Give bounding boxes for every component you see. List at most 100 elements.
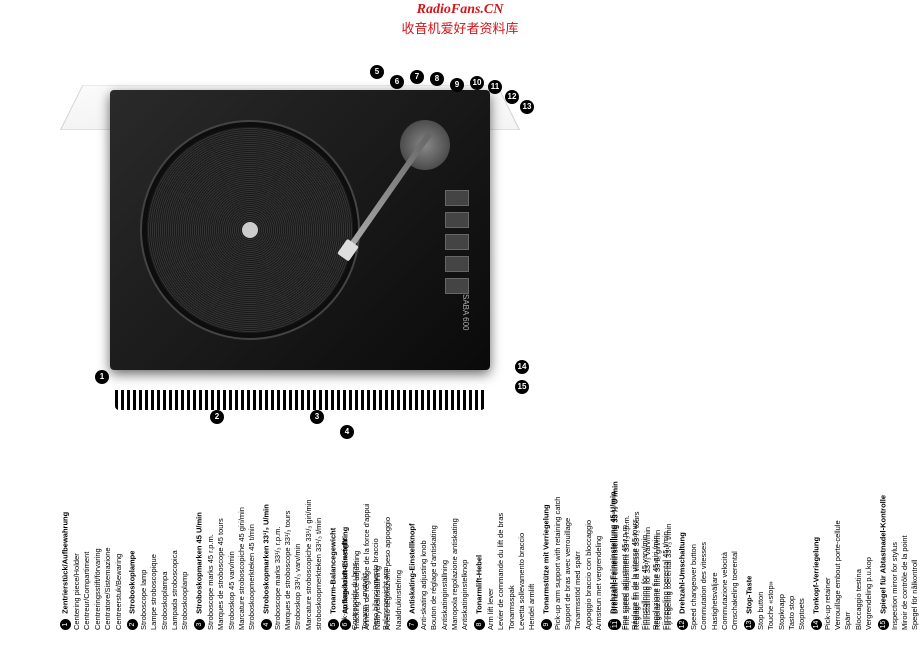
legend-translation: Stoptoets [797,430,806,630]
legend-col-3: 11 Drehzahl-Feineinstellung 33¹/₃ U /min… [610,430,920,630]
control-btn [445,212,469,228]
legend-translation: Stop button [756,430,765,630]
callout-5: 5 [370,65,384,79]
legend-num: 14 [811,619,822,630]
legend-translation: Hastighetsväljare [710,430,719,630]
control-panel [445,190,475,340]
legend-translation: Stroboskop 45 varv/min [227,430,236,630]
legend-num: 2 [127,619,138,630]
legend-num: 11 [610,619,621,630]
legend-translation: Stopknapp [777,430,786,630]
legend-translation: Lampada stroboscopica [170,430,179,630]
legend-translation: Centratore/Sistemazione [103,430,112,630]
legend-translation: Vergrendeling p.u.kop [864,430,873,630]
legend: 1 Zentrierstück/AufbewahrungCentering pi… [50,430,870,640]
legend-entry-1: 1 Zentrierstück/AufbewahrungCentering pi… [60,430,123,630]
legend-translation: Stroboscope marks 45 r.p.m. [206,430,215,630]
turntable-body: SABA 600 [110,90,490,370]
callout-11: 11 [488,80,502,94]
legend-title: Zentrierstück/Aufbewahrung [60,512,69,614]
legend-entry-14: 14 Tonkopf-VerriegelungPick-up retainer V… [811,430,874,630]
legend-translation: Spärr [843,430,852,630]
control-btn [445,256,469,272]
callout-12: 12 [505,90,519,104]
legend-translation: Centreerstuk/Bewaring [114,430,123,630]
callout-6: 6 [390,75,404,89]
callout-8: 8 [430,72,444,86]
legend-translation: Manopola regolazione antiskating [450,430,459,630]
callout-1: 1 [95,370,109,384]
legend-entry-9: 9 Tonarmstütze mit VerriegelungPick-up a… [541,430,604,630]
legend-title: Stroboskopmarken 45 U/min [194,512,203,614]
legend-translation: Marcature stroboscopiche 45 giri/min [237,430,246,630]
legend-translation: Tonarmsstöd med spärr [573,430,582,630]
legend-translation: Stroboscope marks 33¹/₃ r.p.m. [273,430,282,630]
legend-title: Spiegel für Abtastnadel-Kontrolle [878,495,887,614]
legend-entry-3: 3 Stroboskopmarken 45 U/minStroboscope m… [194,430,257,630]
legend-entry-7: 7 Antiskating-EinstellknopfAnti-skating … [407,430,470,630]
legend-translation: Naaldrukinstelring [394,430,403,630]
legend-entry-12: 12 Drehzahl-UmschaltungSpeed changeover … [677,430,740,630]
control-btn [445,234,469,250]
legend-num: 15 [878,619,889,630]
legend-translation: Armsteun met vergrendeling [594,430,603,630]
legend-translation: Marques de stroboscope 33¹/₃ tours [283,430,292,630]
legend-translation: Marques de stroboscope 45 tours [216,430,225,630]
legend-translation: Regolazione fine 33¹/₃ giri/min [653,430,662,630]
legend-translation: Stroboskoplampa [160,430,169,630]
legend-translation: Marcature stroboscopiche 33¹/₃ giri/min [304,430,313,630]
legend-title: Auflagekraft-Einstellring [340,527,349,614]
control-btn [445,278,469,294]
legend-num: 5 [328,619,339,630]
legend-translation: Touche «stop» [766,430,775,630]
legend-title: Stroboskopmarken 33¹/₃ U/min [261,504,270,614]
legend-translation: Centreur/Compartiment [82,430,91,630]
legend-translation: Tonarmsspak [507,430,516,630]
legend-translation: Tracking force adjusting [352,430,361,630]
legend-translation: Bouton de réglage d'antiskating [429,430,438,630]
legend-translation: Pick-up arm support with retaining catch [553,430,562,630]
legend-num: 9 [541,619,552,630]
legend-entry-6: 6 Auflagekraft-EinstellringTracking forc… [340,430,403,630]
legend-num: 7 [407,619,418,630]
callout-10: 10 [470,76,484,90]
legend-translation: Omschakeling toerental [730,430,739,630]
callout-7: 7 [410,70,424,84]
legend-translation: Bloccaggio testina [854,430,863,630]
legend-title: Tonkopf-Verriegelung [811,537,820,614]
legend-translation: Nåltrycksinställning [373,430,382,630]
legend-translation: Centering piece/Holder [72,430,81,630]
legend-title: Stop-Taste [744,576,753,614]
legend-translation: stroboskoopmerkteken 33¹/₃ t/min [314,430,323,630]
legend-title: Antiskating-Einstellknopf [407,523,416,613]
legend-translation: Anti-skating adjusting knob [419,430,428,630]
callout-9: 9 [450,78,464,92]
legend-title: Tonarmstütze mit Verriegelung [541,504,550,613]
legend-title: Tonarm-Balancegewicht [328,528,337,614]
legend-translation: Tasto stop [787,430,796,630]
legend-translation: Hendel armlift [527,430,536,630]
legend-translation: Stroboskoopmerkteken 45 t/min [247,430,256,630]
callout-13: 13 [520,100,534,114]
legend-translation: Anello regolazione peso appoggio [383,430,392,630]
legend-num: 3 [194,619,205,630]
legend-num: 12 [677,619,688,630]
legend-translation: Miroir de contrôle de la point [900,430,909,630]
legend-translation: Pick-up retainer [823,430,832,630]
tonearm [347,131,432,249]
legend-title: Stroboskoplampe [127,551,136,614]
legend-translation: Réglage fin de la vitesse 33¹/₃ tours [632,430,641,630]
control-btn [445,190,469,206]
legend-translation: Anneau de réglage de la force d'appui [362,430,371,630]
callout-2: 2 [210,410,224,424]
legend-translation: Centreringsstift/förvaring [93,430,102,630]
turntable-diagram: SABA 600 1 2 3 4 5 6 7 8 9 10 11 12 13 1… [60,30,620,430]
legend-translation: Fijnregeling toerental 33¹/₃ t/min [664,430,673,630]
platter [140,120,360,340]
legend-translation: Commutation des vitesses [699,430,708,630]
legend-title: Tonarmlift-Hebel [474,555,483,614]
spindle [242,222,258,238]
watermark-url: RadioFans.CN [417,2,504,18]
legend-entry-13: 13 Stop-TasteStop buttonTouche «stop»Sto… [744,430,807,630]
brand-label: SABA 600 [461,294,470,330]
